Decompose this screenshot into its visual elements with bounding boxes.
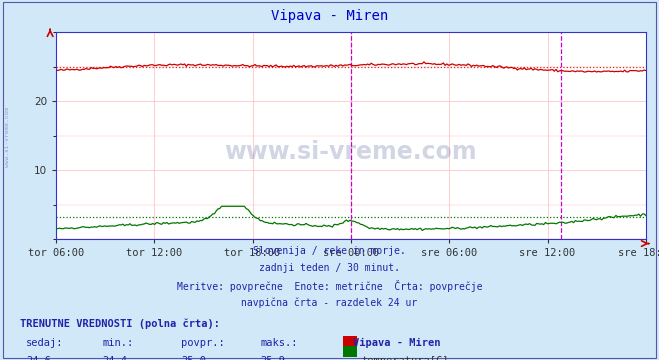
Text: temperatura[C]: temperatura[C] — [361, 356, 449, 360]
Text: maks.:: maks.: — [260, 338, 298, 348]
Text: www.si-vreme.com: www.si-vreme.com — [225, 140, 477, 165]
Text: navpična črta - razdelek 24 ur: navpična črta - razdelek 24 ur — [241, 297, 418, 308]
Text: 25,0: 25,0 — [181, 356, 206, 360]
Text: zadnji teden / 30 minut.: zadnji teden / 30 minut. — [259, 263, 400, 273]
Text: www.si-vreme.com: www.si-vreme.com — [5, 107, 11, 167]
Text: Meritve: povprečne  Enote: metrične  Črta: povprečje: Meritve: povprečne Enote: metrične Črta:… — [177, 280, 482, 292]
Text: Slovenija / reke in morje.: Slovenija / reke in morje. — [253, 246, 406, 256]
Text: Vipava - Miren: Vipava - Miren — [271, 9, 388, 23]
Text: 25,9: 25,9 — [260, 356, 285, 360]
Text: min.:: min.: — [102, 338, 133, 348]
Text: sedaj:: sedaj: — [26, 338, 64, 348]
Text: 24,6: 24,6 — [26, 356, 51, 360]
Text: TRENUTNE VREDNOSTI (polna črta):: TRENUTNE VREDNOSTI (polna črta): — [20, 319, 219, 329]
Text: Vipava - Miren: Vipava - Miren — [353, 338, 440, 348]
Text: 24,4: 24,4 — [102, 356, 127, 360]
Text: povpr.:: povpr.: — [181, 338, 225, 348]
